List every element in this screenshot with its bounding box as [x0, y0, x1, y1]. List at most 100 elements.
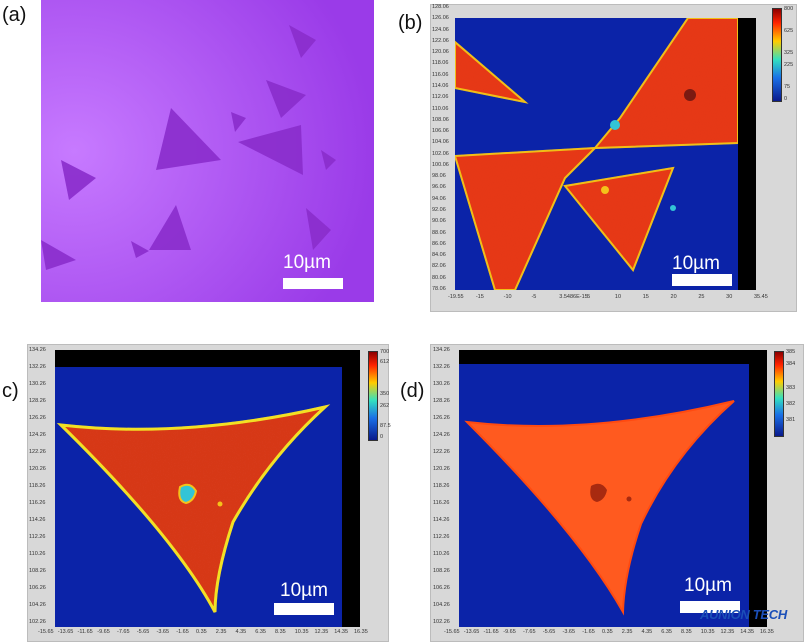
x-tick-label: -1.65 [582, 629, 595, 635]
x-tick-label: 6.35 [661, 629, 672, 635]
x-tick-label: 10.35 [700, 629, 715, 635]
y-tick-label: 116.26 [433, 500, 450, 506]
colorbar-tick: 385 [786, 349, 796, 355]
panel-c-scale-bar [274, 603, 334, 615]
panel-b-scale-bar [672, 274, 732, 286]
x-tick-label: 30 [726, 294, 733, 300]
panel-b-scale-text: 10µm [672, 253, 720, 274]
x-tick-label: -15.65 [444, 629, 460, 635]
x-tick-label: 3.5486E-15 [559, 294, 588, 300]
x-tick-label: 16.35 [760, 629, 774, 635]
y-tick-label: 108.26 [433, 568, 450, 574]
x-tick-label: 0.35 [602, 629, 613, 635]
y-tick-label: 134.26 [29, 347, 46, 353]
y-tick-label: 110.06 [432, 105, 449, 112]
y-tick-label: 124.26 [29, 432, 46, 438]
x-tick-label: -7.65 [117, 629, 130, 635]
panel-c-y-axis: 134.26 132.26 130.26 128.26 126.26 124.26 122.… [29, 347, 53, 627]
y-tick-label: 124.26 [433, 432, 450, 438]
y-tick-label: 114.26 [29, 517, 46, 523]
colorbar-tick: 381 [786, 417, 796, 423]
x-tick-label: -5 [531, 294, 537, 300]
y-tick-label: 122.26 [433, 449, 450, 455]
panel-a-scale-text: 10µm [283, 252, 331, 273]
y-tick-label: 126.06 [432, 15, 449, 22]
y-tick-label: 128.26 [433, 398, 450, 404]
y-tick-label: 134.26 [433, 347, 450, 353]
panel-b-y-axis: 128.06 126.06 124.06 122.06 120.06 118.06 116.… [432, 4, 454, 294]
colorbar-tick: 625 [784, 28, 794, 34]
y-tick-label: 120.06 [432, 49, 449, 56]
y-tick-label: 120.26 [433, 466, 450, 472]
colorbar-tick: 800 [784, 6, 794, 12]
panel-d-y-axis: 134.26 132.26 130.26 128.26 126.26 124.26 122.… [433, 347, 457, 627]
y-tick-label: 102.06 [432, 150, 449, 157]
panel-b-colorbar-ticks: 800 625 325 225 75 0 [784, 6, 806, 102]
y-tick-label: 104.26 [433, 602, 450, 608]
colorbar-tick: 262 [380, 403, 390, 409]
x-tick-label: 8.35 [275, 629, 286, 635]
x-tick-label: 14.35 [334, 629, 349, 635]
x-tick-label: 0.35 [196, 629, 207, 635]
y-tick-label: 98.06 [432, 173, 446, 180]
panel-c-colorbar [368, 351, 378, 441]
x-tick-label: -11.65 [483, 629, 499, 635]
panel-c-top-black [55, 350, 360, 367]
x-tick-label: -10 [503, 294, 512, 300]
y-tick-label: 86.06 [432, 240, 446, 247]
y-tick-label: 132.26 [29, 364, 46, 370]
y-tick-label: 106.26 [29, 585, 46, 591]
y-tick-label: 114.06 [432, 82, 449, 89]
colorbar-tick: 75 [784, 84, 791, 90]
y-tick-label: 90.06 [432, 218, 446, 225]
y-tick-label: 114.26 [433, 517, 450, 523]
panel-d-scale-bar [680, 601, 740, 613]
optical-image [41, 0, 374, 302]
y-tick-label: 116.26 [29, 500, 46, 506]
panel-b-right-mask [738, 18, 756, 290]
y-tick-label: 106.06 [432, 128, 449, 135]
y-tick-label: 104.26 [29, 602, 46, 608]
x-tick-label: -3.65 [562, 629, 576, 635]
panel-b-x-axis: -19.55 -15 -10 -5 3.5486E-15 5 10 15 20 25 30 35.45 [448, 294, 768, 304]
y-tick-label: 122.06 [432, 37, 449, 44]
x-tick-label: -3.65 [156, 629, 170, 635]
y-tick-label: 108.06 [432, 116, 449, 123]
x-tick-label: -15.65 [38, 629, 54, 635]
y-tick-label: 102.26 [433, 619, 450, 625]
y-tick-label: 128.06 [432, 4, 449, 10]
y-tick-label: 132.26 [433, 364, 450, 370]
panel-d-scale-text: 10µm [684, 575, 732, 596]
x-tick-label: -11.65 [77, 629, 93, 635]
logo-text: AUNION TECH [700, 607, 787, 622]
x-tick-label: -13.65 [57, 629, 74, 635]
x-tick-label: 12.35 [314, 629, 329, 635]
colorbar-tick: 225 [784, 62, 794, 68]
y-tick-label: 102.26 [29, 619, 46, 625]
colorbar-tick: 700 [380, 349, 390, 355]
panel-c-right-black [342, 350, 360, 627]
y-tick-label: 118.26 [433, 483, 450, 489]
x-tick-label: -5.65 [136, 629, 150, 635]
y-tick-label: 94.06 [432, 195, 446, 202]
panel-a-scale-bar [283, 278, 343, 289]
x-tick-label: -9.65 [97, 629, 110, 635]
panel-c-x-axis: -15.65 -13.65 -11.65 -9.65 -7.65 -5.65 -3.65 -1… [38, 629, 368, 639]
y-tick-label: 84.06 [432, 252, 446, 259]
x-tick-label: 10 [614, 294, 622, 300]
y-tick-label: 104.06 [432, 139, 449, 146]
x-tick-label: 2.35 [621, 629, 633, 635]
colorbar-tick: 350 [380, 391, 390, 397]
x-tick-label: -13.65 [463, 629, 480, 635]
panel-d-map [459, 364, 749, 627]
panel-b-colorbar [772, 8, 782, 102]
x-tick-label: 6.35 [255, 629, 266, 635]
x-tick-label: -1.65 [176, 629, 189, 635]
x-tick-label: 10.35 [294, 629, 309, 635]
y-tick-label: 126.26 [29, 415, 46, 421]
panel-c-label: c) [2, 380, 19, 402]
y-tick-label: 122.26 [29, 449, 46, 455]
colorbar-tick: 87.5 [380, 423, 391, 429]
x-tick-label: -19.55 [448, 294, 464, 300]
colorbar-tick: 325 [784, 50, 794, 56]
